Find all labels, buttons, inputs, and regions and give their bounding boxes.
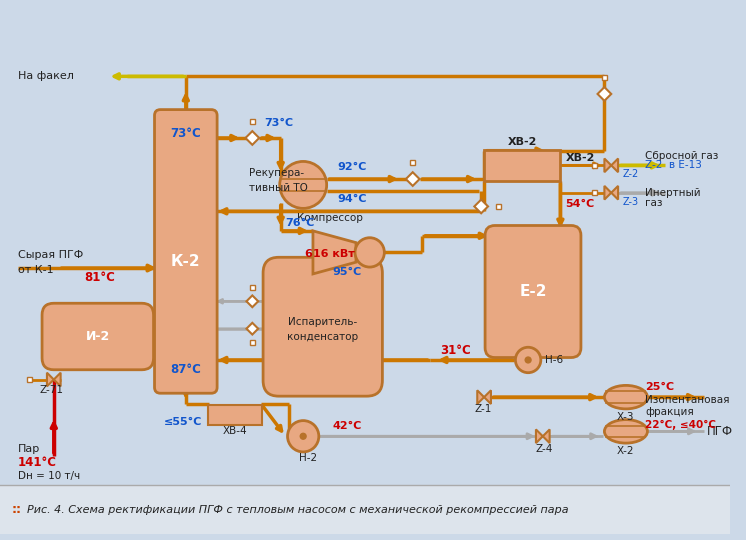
Polygon shape (474, 200, 488, 213)
Text: 22°C, ≤40°C: 22°C, ≤40°C (645, 420, 716, 429)
Text: На факел: На факел (18, 71, 73, 82)
Polygon shape (536, 429, 543, 443)
Text: ХВ-2: ХВ-2 (507, 137, 537, 147)
Text: ПГФ: ПГФ (707, 425, 733, 438)
Text: 94°C: 94°C (337, 194, 367, 204)
Text: газ: газ (645, 199, 663, 208)
Bar (496, 204, 501, 209)
Ellipse shape (604, 420, 648, 443)
Text: Н-2: Н-2 (299, 453, 317, 463)
Polygon shape (313, 231, 356, 274)
Text: Dн = 10 т/ч: Dн = 10 т/ч (18, 471, 80, 481)
Text: 31°C: 31°C (440, 343, 471, 357)
Text: И-2: И-2 (86, 330, 110, 343)
Polygon shape (604, 186, 611, 200)
Circle shape (280, 161, 327, 208)
Text: 42°C: 42°C (333, 422, 362, 431)
Polygon shape (611, 186, 618, 200)
Text: К-2: К-2 (171, 254, 201, 269)
Text: Е-2: Е-2 (519, 284, 547, 299)
Polygon shape (477, 390, 484, 404)
Text: Z-2: Z-2 (623, 169, 639, 179)
Text: Z-2  в Е-13: Z-2 в Е-13 (645, 160, 702, 170)
Polygon shape (246, 323, 258, 335)
Text: Рис. 4. Схема ректификации ПГФ с тепловым насосом с механической рекомпрессией п: Рис. 4. Схема ректификации ПГФ с тепловы… (28, 504, 569, 515)
Text: Инертный: Инертный (645, 188, 701, 198)
FancyBboxPatch shape (154, 110, 217, 393)
Polygon shape (406, 172, 419, 186)
Text: 141°C: 141°C (18, 456, 57, 469)
Text: 81°C: 81°C (84, 271, 115, 285)
Polygon shape (54, 373, 60, 387)
Text: ::: :: (12, 503, 22, 516)
Polygon shape (47, 373, 54, 387)
Text: конденсатор: конденсатор (287, 332, 358, 341)
Text: 25°C: 25°C (645, 382, 674, 393)
Bar (484, 150, 560, 181)
Bar (410, 160, 416, 165)
Polygon shape (245, 131, 259, 145)
Bar (250, 340, 255, 345)
Text: ХВ-4: ХВ-4 (222, 427, 247, 436)
Text: Н-6: Н-6 (545, 355, 563, 365)
Text: Z-1: Z-1 (474, 404, 492, 414)
Text: от К-1: от К-1 (18, 265, 53, 275)
Circle shape (300, 433, 306, 439)
Bar (27, 377, 32, 382)
Circle shape (515, 347, 541, 373)
Text: Изопентановая: Изопентановая (645, 395, 730, 405)
Bar (592, 190, 597, 195)
Bar (592, 163, 597, 168)
Polygon shape (611, 159, 618, 172)
Text: Z-71: Z-71 (39, 386, 63, 395)
Text: 92°C: 92°C (337, 163, 367, 172)
Text: ≤55°C: ≤55°C (164, 416, 203, 427)
Text: Z-3: Z-3 (623, 197, 639, 206)
Text: 95°C: 95°C (333, 267, 362, 277)
Text: 54°C: 54°C (565, 199, 595, 210)
Text: Рекупера-: Рекупера- (249, 168, 304, 178)
Bar (250, 285, 255, 290)
Polygon shape (604, 159, 611, 172)
Text: ХВ-2: ХВ-2 (565, 152, 595, 163)
Text: Пар: Пар (18, 444, 40, 454)
Text: Компрессор: Компрессор (297, 213, 363, 223)
Bar (250, 119, 255, 124)
Bar (208, 405, 262, 424)
Polygon shape (246, 295, 258, 307)
Bar (602, 75, 606, 80)
Circle shape (287, 421, 319, 452)
Text: Z-4: Z-4 (536, 444, 554, 454)
FancyBboxPatch shape (263, 257, 383, 396)
Text: Испаритель-: Испаритель- (288, 317, 357, 327)
Text: Сбросной газ: Сбросной газ (645, 151, 719, 160)
Text: Х-2: Х-2 (617, 446, 635, 456)
Text: 73°C: 73°C (264, 118, 293, 129)
Ellipse shape (604, 386, 648, 409)
Circle shape (525, 357, 531, 363)
Text: 76°C: 76°C (286, 218, 315, 228)
Bar (0, 485, 730, 534)
FancyBboxPatch shape (485, 226, 581, 357)
Circle shape (355, 238, 384, 267)
Polygon shape (543, 429, 550, 443)
Text: 73°C: 73°C (170, 126, 201, 139)
Text: Сырая ПГФ: Сырая ПГФ (18, 251, 83, 260)
Text: фракция: фракция (645, 407, 695, 417)
FancyBboxPatch shape (42, 303, 154, 370)
Text: тивный ТО: тивный ТО (249, 183, 308, 193)
Text: 616 кВт: 616 кВт (304, 249, 354, 259)
Polygon shape (598, 87, 611, 101)
Text: 87°C: 87°C (170, 363, 201, 376)
Polygon shape (484, 390, 491, 404)
Text: Х-3: Х-3 (617, 411, 635, 422)
